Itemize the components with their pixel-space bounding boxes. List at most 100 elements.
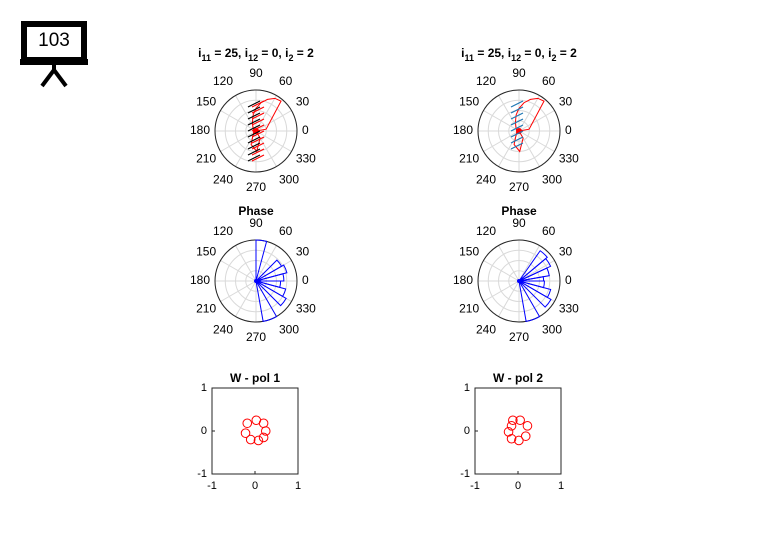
- polar-angle-tick-label: 330: [559, 302, 579, 316]
- polar-outer-ring: [477, 89, 561, 173]
- polar-outer-ring: [214, 89, 298, 173]
- slide-number: 103: [38, 30, 70, 51]
- polar-outer-ring: [477, 239, 561, 323]
- scatter-plot-2: W - pol 2 -1 0 1 -1 0 1: [460, 371, 564, 492]
- hatch-stroke: [251, 136, 265, 144]
- scatter-point: [245, 434, 256, 445]
- polar-angle-tick-label: 150: [459, 95, 479, 109]
- loop-series-line: [513, 97, 545, 153]
- y-tick-label: 1: [464, 382, 470, 394]
- presentation-board-icon: 103: [18, 18, 90, 90]
- hatch-stroke: [510, 124, 524, 132]
- polar-angle-tick-label: 240: [213, 173, 233, 187]
- polar-angle-tick-label: 60: [542, 74, 556, 88]
- title-text: i: [461, 46, 464, 60]
- polar-grid-spoke: [518, 110, 555, 132]
- polar-angle-tick-label: 60: [542, 224, 556, 238]
- chart-title: W - pol 2: [493, 371, 543, 385]
- polar-grid-spoke: [483, 280, 520, 302]
- chart-title: W - pol 1: [230, 371, 280, 385]
- phase-bin: [255, 239, 268, 282]
- polar-angle-tick-label: 240: [476, 323, 496, 337]
- y-tick-label: 0: [201, 425, 207, 437]
- hatch-stroke: [247, 118, 261, 126]
- polar-grid-spoke: [235, 245, 257, 282]
- polar-grid-spoke: [220, 280, 257, 302]
- polar-angle-tick-label: 150: [459, 245, 479, 259]
- chart-title: i11 = 25, i12 = 0, i2 = 2: [198, 46, 314, 63]
- title-subscript: 11: [202, 53, 212, 63]
- scatter-point: [515, 415, 525, 426]
- hatch-stroke: [247, 112, 261, 120]
- polar-angle-tick-label: 180: [190, 123, 210, 137]
- polar-angle-tick-label: 0: [565, 273, 572, 287]
- polar-grid-spoke: [498, 280, 520, 317]
- hatch-stroke: [510, 106, 524, 114]
- phase-bin: [255, 280, 278, 322]
- hatch-stroke: [247, 154, 261, 162]
- polar-grid-spoke: [235, 280, 257, 317]
- title-text: = 2: [293, 46, 314, 60]
- y-tick-label: 1: [201, 382, 207, 394]
- title-text: = 25, i: [211, 46, 248, 60]
- scatter-point: [240, 428, 251, 438]
- axes-box: [211, 387, 299, 475]
- hatch-stroke: [247, 106, 261, 114]
- presentation-board-drawing: [20, 21, 88, 88]
- phase-center-marker: [517, 279, 521, 283]
- polar-grid-spoke: [255, 130, 292, 152]
- polar-grid-spoke: [518, 245, 540, 282]
- phase-bin: [518, 250, 548, 282]
- polar-angle-tick-label: 120: [213, 74, 233, 88]
- hatch-stroke: [510, 142, 524, 150]
- scatter-point: [503, 427, 514, 437]
- polar-grid-spoke: [255, 110, 292, 132]
- polar-grid-spoke: [483, 130, 520, 152]
- hatch-stroke: [251, 100, 265, 108]
- polar-angle-tick-label: 30: [559, 245, 573, 259]
- hatch-stroke: [247, 100, 261, 108]
- phase-bin: [255, 273, 285, 282]
- polar-angle-tick-label: 300: [279, 173, 299, 187]
- polar-angle-tick-label: 210: [196, 152, 216, 166]
- polar-angle-tick-label: 120: [213, 224, 233, 238]
- title-text: i: [198, 46, 201, 60]
- polar-angle-tick-label: 120: [476, 74, 496, 88]
- polar-angle-tick-label: 180: [453, 123, 473, 137]
- scatter-point: [242, 418, 253, 429]
- hatch-stroke: [510, 136, 524, 144]
- hatch-stroke: [247, 124, 261, 132]
- title-subscript: 2: [551, 53, 556, 63]
- polar-angle-tick-label: 90: [249, 216, 263, 230]
- chart-title: Phase: [238, 204, 274, 218]
- polar-angle-tick-label: 180: [453, 273, 473, 287]
- title-text: = 0, i: [521, 46, 551, 60]
- polar-angle-tick-label: 240: [476, 173, 496, 187]
- scatter-point: [258, 432, 269, 443]
- polar-angle-tick-label: 240: [213, 323, 233, 337]
- polar-grid-spoke: [483, 110, 520, 132]
- polar-angle-tick-label: 30: [559, 95, 573, 109]
- scatter-point: [253, 435, 264, 446]
- x-tick-label: 1: [295, 480, 301, 492]
- phase-bin: [518, 280, 552, 308]
- title-subscript: 2: [288, 53, 293, 63]
- phase-bin: [518, 267, 550, 282]
- hatch-stroke: [251, 142, 265, 150]
- polar-angle-tick-label: 0: [302, 273, 309, 287]
- scatter-point: [520, 431, 531, 441]
- scatter-point: [522, 421, 533, 431]
- chart-title: Phase: [501, 204, 537, 218]
- title-text: = 0, i: [258, 46, 288, 60]
- polar-angle-tick-label: 120: [476, 224, 496, 238]
- polar-angle-tick-label: 330: [559, 152, 579, 166]
- hatch-stroke: [247, 142, 261, 150]
- polar-angle-tick-label: 60: [279, 224, 293, 238]
- polar-angle-tick-label: 30: [296, 95, 310, 109]
- polar-grid-spoke: [220, 260, 257, 282]
- title-subscript: 11: [465, 53, 475, 63]
- polar-angle-tick-label: 90: [512, 66, 526, 80]
- scatter-point: [260, 426, 271, 436]
